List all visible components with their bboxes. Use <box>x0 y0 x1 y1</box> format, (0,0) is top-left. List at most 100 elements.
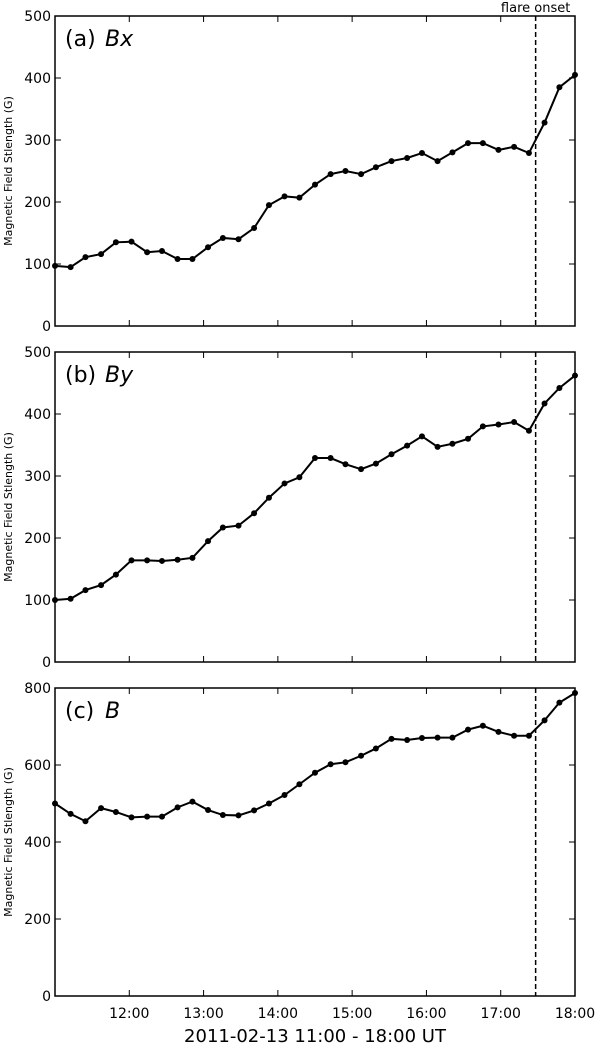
data-point <box>205 807 212 814</box>
data-point <box>465 435 472 442</box>
data-point <box>112 808 119 815</box>
data-point <box>556 84 563 91</box>
data-point <box>511 732 518 739</box>
panel-label: (c) <box>65 699 94 724</box>
y-tick-label: 400 <box>24 71 51 87</box>
data-point <box>144 249 151 256</box>
x-axis-label: 2011-02-13 11:00 - 18:00 UT <box>184 1026 447 1047</box>
data-point <box>418 433 425 440</box>
data-point <box>98 582 105 589</box>
y-tick-label: 200 <box>24 195 51 211</box>
data-point <box>479 423 486 430</box>
y-tick-label: 0 <box>42 319 51 335</box>
y-tick-label: 500 <box>24 9 51 25</box>
data-point <box>235 236 242 243</box>
data-point <box>404 736 411 743</box>
y-tick-label: 300 <box>24 133 51 149</box>
data-point <box>541 717 548 724</box>
data-point <box>418 150 425 157</box>
data-point <box>525 427 532 434</box>
data-point <box>434 158 441 165</box>
data-point <box>449 440 456 447</box>
y-tick-label: 500 <box>24 345 51 361</box>
data-point <box>128 557 135 564</box>
annotation: flare onset <box>501 1 570 16</box>
data-point <box>449 734 456 741</box>
data-point <box>189 798 196 805</box>
panel-label: (b) <box>65 363 96 388</box>
y-tick-label: 100 <box>24 593 51 609</box>
data-point <box>98 805 105 812</box>
y-tick-label: 400 <box>24 407 51 423</box>
data-point <box>235 812 242 819</box>
data-point <box>511 143 518 150</box>
x-tick-label: 18:00 <box>555 1006 595 1022</box>
data-point <box>265 800 272 807</box>
data-point <box>312 769 318 776</box>
data-point <box>372 745 379 752</box>
data-point <box>342 461 349 468</box>
x-tick-label: 13:00 <box>183 1006 223 1022</box>
data-point <box>205 538 212 545</box>
data-point <box>465 726 472 733</box>
data-point <box>98 251 105 258</box>
data-point <box>189 554 196 561</box>
data-point <box>372 460 379 467</box>
data-point <box>541 119 548 126</box>
data-point <box>128 814 135 821</box>
plot-frame <box>54 351 576 663</box>
data-point <box>296 194 303 201</box>
data-point <box>174 256 181 263</box>
panel-title: Bx <box>105 27 134 52</box>
series-line <box>54 692 576 823</box>
data-point <box>82 587 89 594</box>
y-tick-label: 200 <box>24 912 51 928</box>
data-point <box>388 158 395 165</box>
data-point <box>465 140 472 147</box>
data-point <box>281 193 288 200</box>
data-point <box>112 239 119 246</box>
data-point <box>219 812 226 819</box>
data-point <box>449 149 456 156</box>
data-point <box>281 792 288 799</box>
data-point <box>495 421 502 428</box>
data-point <box>404 154 411 161</box>
data-point <box>281 480 288 487</box>
data-point <box>479 140 486 147</box>
y-tick-label: 800 <box>24 681 51 697</box>
x-tick-label: 14:00 <box>258 1006 298 1022</box>
y-tick-label: 600 <box>24 758 51 774</box>
data-point <box>67 264 74 271</box>
data-point <box>358 752 365 759</box>
data-point <box>434 443 441 450</box>
y-tick-label: 300 <box>24 469 51 485</box>
data-point <box>327 761 334 768</box>
data-point <box>219 524 226 531</box>
data-point <box>174 804 181 811</box>
data-point <box>434 734 441 741</box>
x-tick-label: 17:00 <box>481 1006 521 1022</box>
data-point <box>112 571 119 578</box>
y-axis-label: Magnetic Field Stlength (G) <box>2 767 15 917</box>
x-tick-label: 15:00 <box>332 1006 372 1022</box>
data-point <box>388 451 395 458</box>
data-point <box>556 699 563 706</box>
data-point <box>144 813 151 820</box>
data-point <box>235 522 242 529</box>
data-point <box>251 225 258 232</box>
data-point <box>174 556 181 563</box>
data-point <box>525 150 532 157</box>
data-point <box>388 735 395 742</box>
data-point <box>418 735 425 742</box>
data-point <box>67 595 74 602</box>
data-point <box>82 818 89 825</box>
data-point <box>205 244 212 251</box>
y-tick-label: 0 <box>42 655 51 671</box>
data-point <box>327 455 334 462</box>
y-tick-label: 400 <box>24 835 51 851</box>
data-point <box>312 455 318 462</box>
data-point <box>158 557 165 564</box>
data-point <box>358 466 365 473</box>
data-point <box>265 202 272 209</box>
